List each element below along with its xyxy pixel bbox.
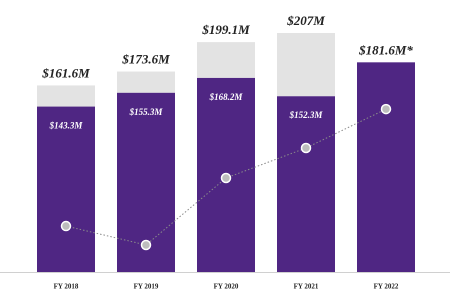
bar-segment [197, 42, 255, 78]
trend-point [220, 172, 232, 184]
x-tick-label: FY 2019 [134, 283, 159, 291]
total-label: $199.1M [201, 22, 250, 37]
bar-segment [357, 62, 415, 272]
total-label: $181.6M* [358, 42, 413, 57]
x-tick-label: FY 2020 [214, 283, 239, 291]
x-tick-label: FY 2021 [294, 283, 319, 291]
total-label: $161.6M [41, 65, 90, 80]
bar-segment [277, 96, 335, 272]
total-label: $207M [286, 13, 325, 28]
bar-segment [37, 106, 95, 273]
x-tick-label: FY 2018 [54, 283, 79, 291]
value-label: $152.3M [289, 110, 324, 120]
value-label: $143.3M [49, 121, 84, 131]
value-label: $155.3M [129, 107, 164, 117]
trend-point [300, 142, 312, 154]
bar-segment [37, 85, 95, 107]
trend-point [140, 239, 152, 251]
value-label: $168.2M [209, 92, 244, 102]
trend-point [60, 220, 72, 232]
x-tick-label: FY 2022 [374, 283, 399, 291]
bar-segment [277, 33, 335, 97]
bar-segment [117, 71, 175, 93]
total-label: $173.6M [121, 52, 170, 67]
trend-point [380, 103, 392, 115]
